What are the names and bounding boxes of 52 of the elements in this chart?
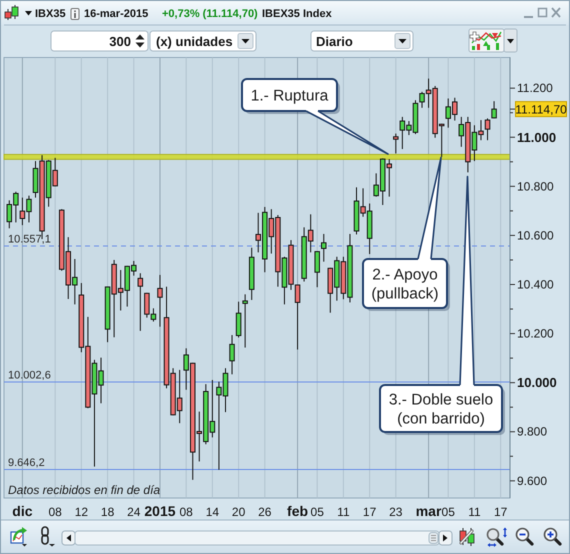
y-tick-label: 11.000 [517,130,556,145]
text: +0,73% (11.114,70) [162,8,258,20]
y-tick-label: 10.800 [517,179,554,194]
y-tick-label: 10.000 [517,375,557,390]
text: Diario [316,34,353,49]
candlestick [236,301,242,338]
candlestick [314,250,320,288]
text: (x) unidades [156,34,233,49]
annotation: 3.- Doble suelo (con barrido) [388,392,494,428]
x-tick-label: 20 [232,505,246,519]
x-tick-label: 18 [100,505,115,519]
x-tick-label: 12 [74,505,88,519]
x-tick-label: 2015 [144,503,176,519]
x-tick-label: 11 [337,505,350,519]
x-tick-label: 08 [48,505,62,519]
candlestick [242,294,248,348]
ref-line-label: 9.646,2 [8,456,45,469]
y-tick-label: 11.200 [517,81,554,96]
text: 300 [109,34,131,49]
text: 16-mar-2015 [84,8,148,20]
ref-line-label: 10.002,6 [8,370,51,382]
y-tick-label: 9.600 [517,474,548,488]
candlestick [157,274,163,328]
annotation: Datos recibidos en fin de día [8,483,160,497]
x-tick-label: 11 [468,505,481,519]
chart-title: IBX35 [35,8,66,20]
candlestick [393,133,399,154]
annotation: 2.- Apoyo (pullback) [371,266,439,302]
x-tick-label: dic [12,503,33,519]
annotation: 1.- Ruptura [250,88,329,104]
candlestick [321,233,327,262]
x-tick-label: 14 [206,505,220,519]
x-tick-label: 05 [442,505,456,519]
x-tick-label: 08 [180,505,194,519]
candlestick [491,100,497,119]
y-tick-label: 10.400 [517,278,554,292]
x-tick-label: 17 [494,505,508,519]
x-tick-label: 23 [389,505,403,519]
y-tick-label: 10.600 [517,228,554,242]
x-tick-label: 24 [127,505,141,519]
candlestick [229,334,235,375]
x-tick-label: feb [287,503,308,519]
x-tick-label: 05 [310,505,324,519]
y-tick-label: 9.800 [517,424,548,439]
x-tick-label: 26 [258,505,272,519]
x-tick-label: 17 [362,505,377,519]
candlestick [484,118,490,141]
x-tick-label: mar [416,503,442,519]
candlestick [138,272,144,332]
y-tick-label: 10.200 [517,326,554,341]
chart-subtitle: IBEX35 Index [262,8,333,20]
ref-line-label: 10.557,1 [8,233,51,246]
